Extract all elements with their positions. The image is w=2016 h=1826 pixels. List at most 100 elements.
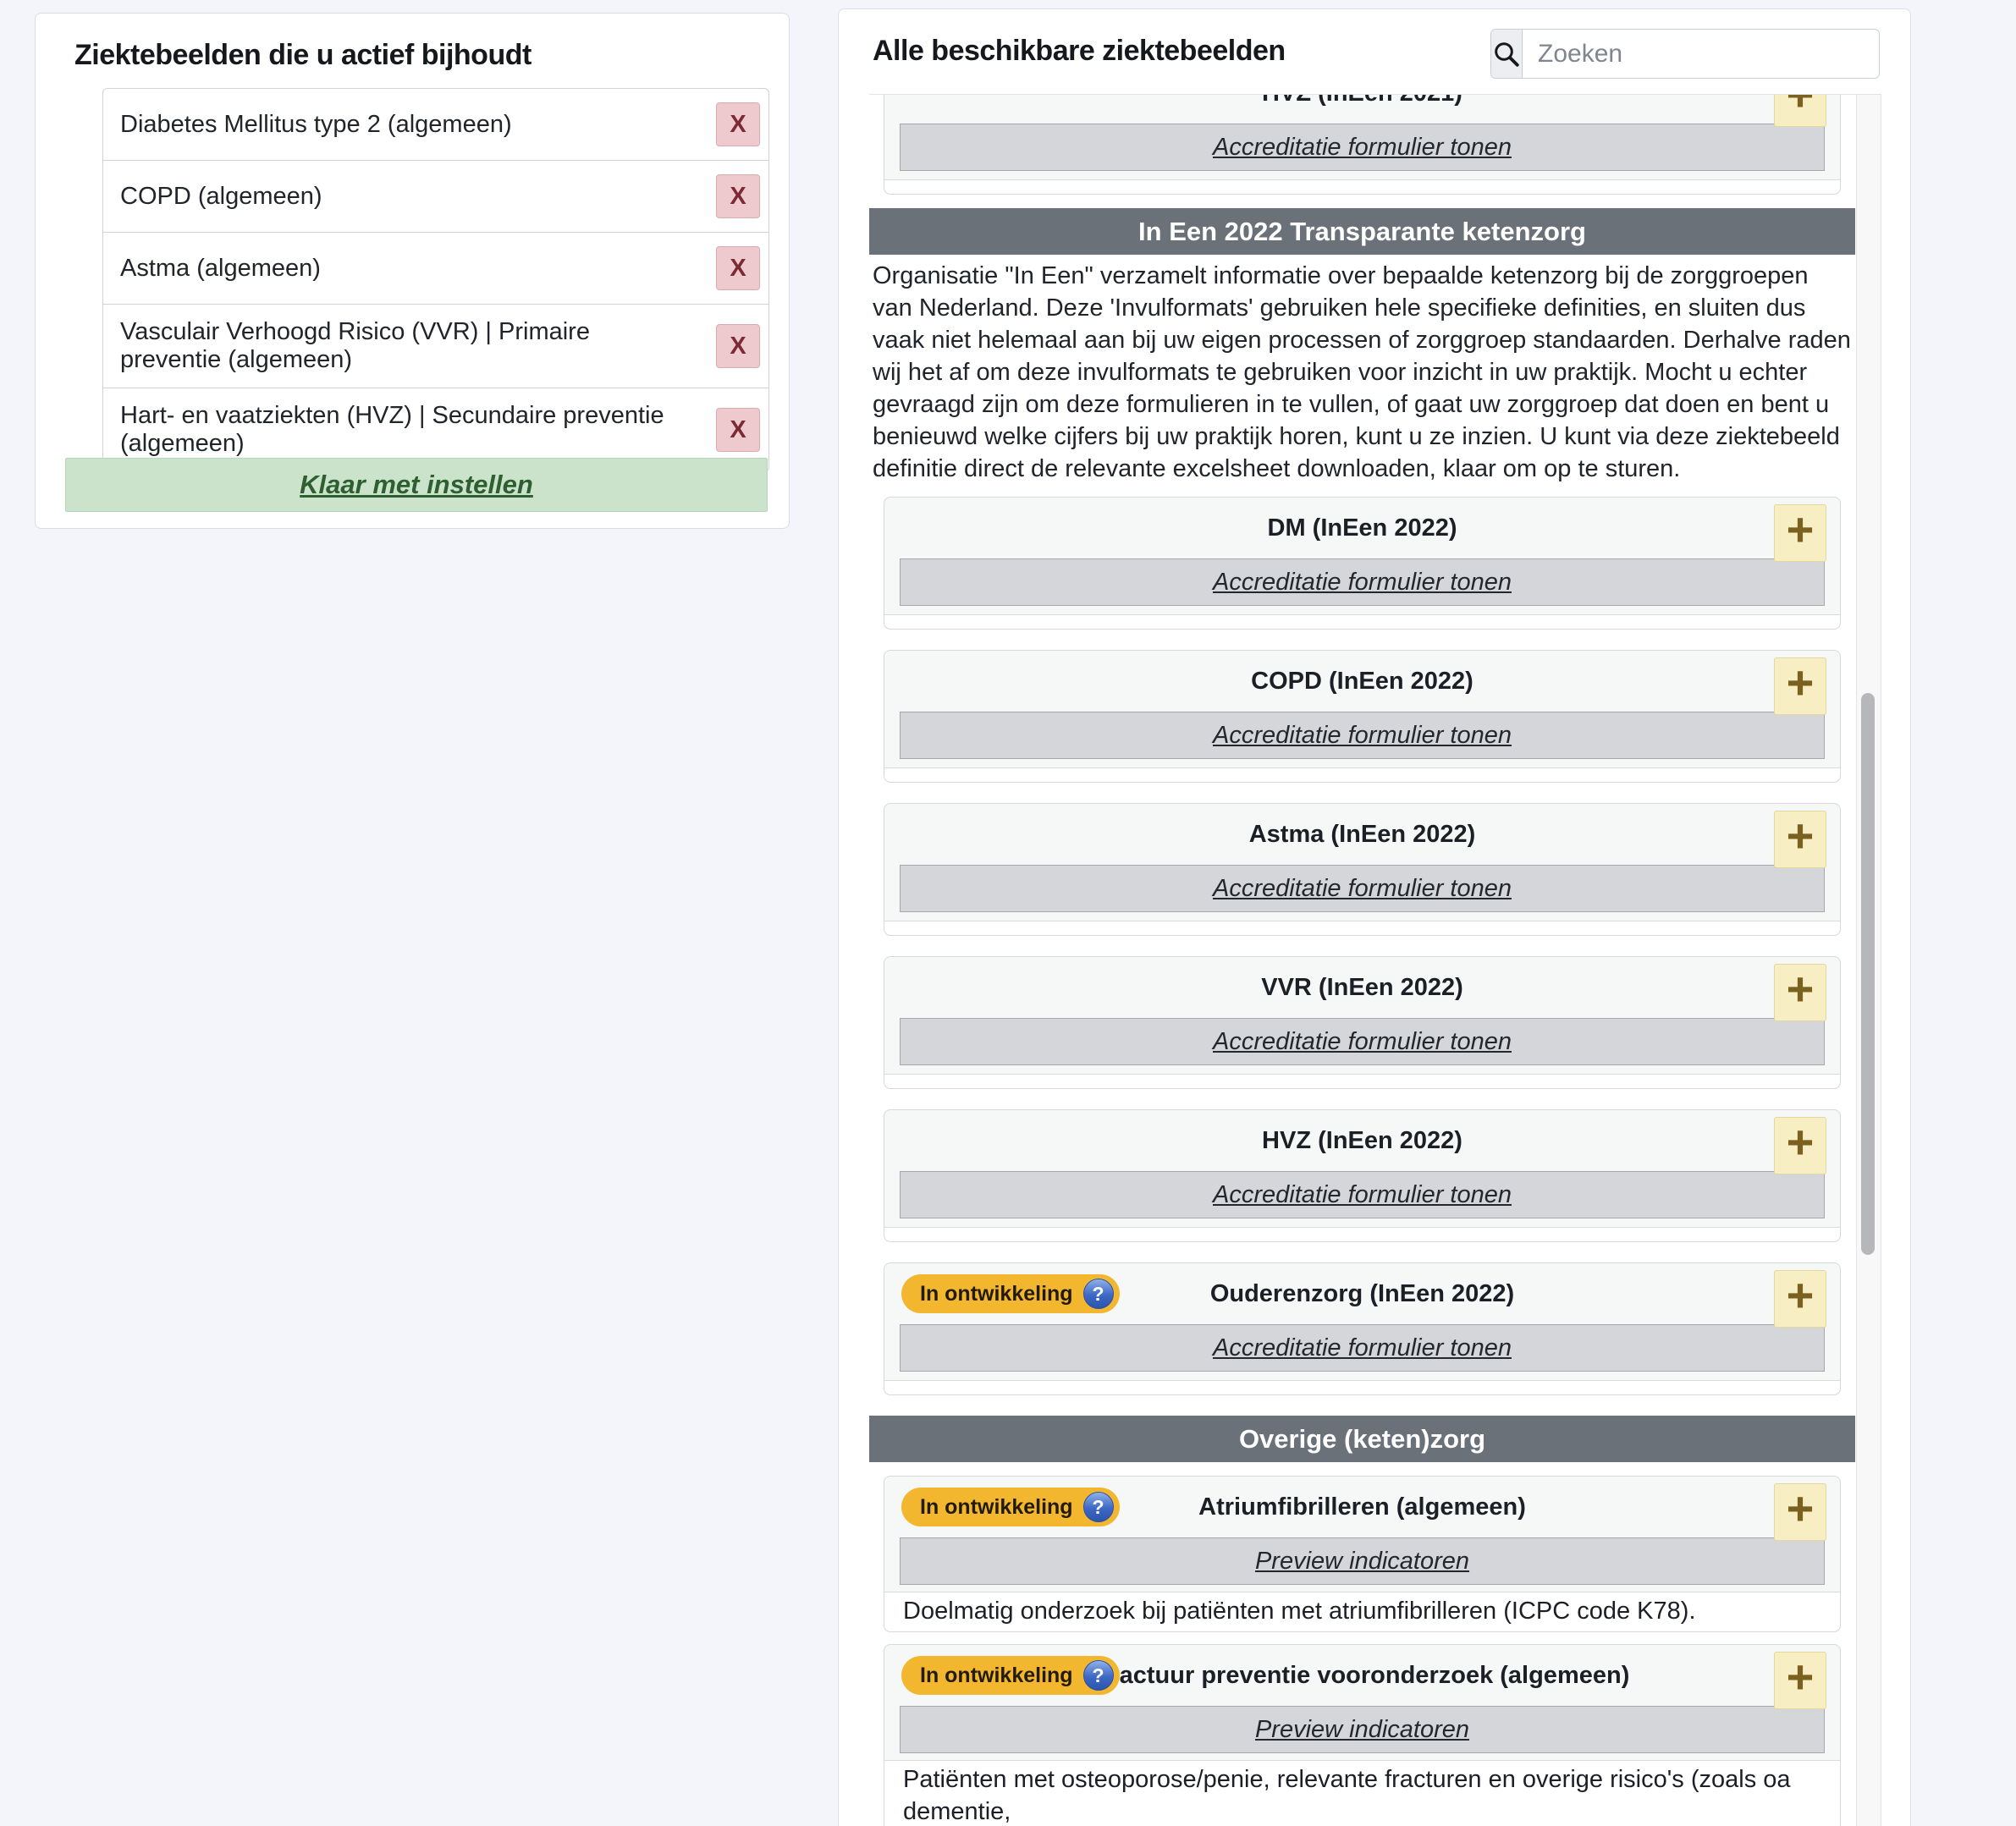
- card-title: HVZ (InEen 2021): [1262, 95, 1462, 107]
- section-header-overige: Overige (keten)zorg: [869, 1416, 1855, 1462]
- disease-scroll-area: HVZ (InEen 2021) + Accreditatie formulie…: [869, 94, 1881, 1826]
- scrollbar-track[interactable]: [1856, 95, 1881, 1826]
- card-hvz-ineen-2022: HVZ (InEen 2022) + Accreditatie formulie…: [884, 1109, 1841, 1242]
- card-header: HVZ (InEen 2022) +: [884, 1110, 1840, 1174]
- badge-label: In ontwikkeling: [920, 1494, 1073, 1519]
- accreditation-bar: Accreditatie formulier tonen: [900, 124, 1825, 171]
- help-icon[interactable]: ?: [1082, 1279, 1114, 1309]
- card-description: Patiënten met osteoporose/penie, relevan…: [884, 1760, 1840, 1826]
- card-footer: [884, 614, 1840, 629]
- card-title: VVR (InEen 2022): [1261, 973, 1463, 1001]
- add-button[interactable]: +: [1774, 1652, 1826, 1709]
- card-header: COPD (InEen 2022) +: [884, 651, 1840, 715]
- disease-label: Diabetes Mellitus type 2 (algemeen): [120, 110, 512, 138]
- remove-button[interactable]: X: [716, 324, 760, 368]
- card-title: Fractuur preventie vooronderzoek (algeme…: [1094, 1661, 1630, 1689]
- accreditation-link[interactable]: Accreditatie formulier tonen: [1213, 1180, 1512, 1208]
- active-diseases-title: Ziektebeelden die u actief bijhoudt: [74, 39, 532, 71]
- preview-bar: Preview indicatoren: [900, 1537, 1825, 1585]
- plus-icon: +: [1786, 1268, 1815, 1322]
- accreditation-bar: Accreditatie formulier tonen: [900, 1171, 1825, 1218]
- add-button[interactable]: +: [1774, 1270, 1826, 1328]
- card-title: HVZ (InEen 2022): [1262, 1126, 1462, 1154]
- card-header: In ontwikkeling ? Fractuur preventie voo…: [884, 1645, 1840, 1709]
- add-button[interactable]: +: [1774, 1117, 1826, 1174]
- list-item: COPD (algemeen) X: [103, 161, 768, 233]
- plus-icon: +: [1786, 503, 1815, 556]
- card-footer: [884, 921, 1840, 935]
- add-button[interactable]: +: [1774, 657, 1826, 715]
- preview-indicators-link[interactable]: Preview indicatoren: [1254, 1715, 1470, 1743]
- accreditation-link[interactable]: Accreditatie formulier tonen: [1213, 874, 1512, 902]
- accreditation-link[interactable]: Accreditatie formulier tonen: [1213, 568, 1512, 596]
- accreditation-bar: Accreditatie formulier tonen: [900, 865, 1825, 912]
- card-footer: [884, 1074, 1840, 1088]
- card-vvr-ineen-2022: VVR (InEen 2022) + Accreditatie formulie…: [884, 956, 1841, 1089]
- accreditation-bar: Accreditatie formulier tonen: [900, 1018, 1825, 1065]
- plus-icon: +: [1786, 1482, 1815, 1535]
- card-header: HVZ (InEen 2021) +: [884, 95, 1840, 127]
- accreditation-link[interactable]: Accreditatie formulier tonen: [1213, 133, 1512, 161]
- accreditation-bar: Accreditatie formulier tonen: [900, 558, 1825, 606]
- help-icon[interactable]: ?: [1082, 1660, 1114, 1691]
- card-header: Astma (InEen 2022) +: [884, 804, 1840, 868]
- add-button[interactable]: +: [1774, 964, 1826, 1021]
- remove-button[interactable]: X: [716, 408, 760, 452]
- badge-label: In ontwikkeling: [920, 1281, 1073, 1306]
- accreditation-bar: Accreditatie formulier tonen: [900, 712, 1825, 759]
- preview-bar: Preview indicatoren: [900, 1706, 1825, 1753]
- active-diseases-panel: Ziektebeelden die u actief bijhoudt Diab…: [35, 13, 790, 529]
- accreditation-bar: Accreditatie formulier tonen: [900, 1324, 1825, 1372]
- list-item: Astma (algemeen) X: [103, 233, 768, 305]
- card-footer: [884, 179, 1840, 194]
- list-item: Diabetes Mellitus type 2 (algemeen) X: [103, 89, 768, 161]
- card-title: Ouderenzorg (InEen 2022): [1209, 1279, 1515, 1307]
- disease-scroll-content: HVZ (InEen 2021) + Accreditatie formulie…: [869, 95, 1855, 1826]
- help-icon[interactable]: ?: [1082, 1492, 1114, 1522]
- card-atriumfibrilleren: In ontwikkeling ? Atriumfibrilleren (alg…: [884, 1476, 1841, 1632]
- accreditation-link[interactable]: Accreditatie formulier tonen: [1213, 1027, 1512, 1055]
- preview-indicators-link[interactable]: Preview indicatoren: [1254, 1547, 1470, 1575]
- card-header: VVR (InEen 2022) +: [884, 957, 1840, 1021]
- section-intro-text: Organisatie "In Een" verzamelt informati…: [873, 262, 1851, 482]
- x-icon: X: [730, 332, 746, 360]
- x-icon: X: [730, 254, 746, 282]
- card-fractuur-preventie: In ontwikkeling ? Fractuur preventie voo…: [884, 1644, 1841, 1826]
- done-settings-button[interactable]: Klaar met instellen: [65, 458, 768, 512]
- add-button[interactable]: +: [1774, 811, 1826, 868]
- card-footer: [884, 767, 1840, 782]
- search-group: [1490, 29, 1880, 79]
- plus-icon: +: [1786, 962, 1815, 1015]
- card-header: In ontwikkeling ? Atriumfibrilleren (alg…: [884, 1477, 1840, 1541]
- card-hvz-ineen-2021: HVZ (InEen 2021) + Accreditatie formulie…: [884, 95, 1841, 195]
- card-copd-ineen-2022: COPD (InEen 2022) + Accreditatie formuli…: [884, 650, 1841, 783]
- plus-icon: +: [1786, 1115, 1815, 1169]
- in-development-badge: In ontwikkeling ?: [901, 1656, 1120, 1695]
- plus-icon: +: [1786, 809, 1815, 862]
- plus-icon: +: [1786, 1650, 1815, 1703]
- x-icon: X: [730, 110, 746, 138]
- accreditation-link[interactable]: Accreditatie formulier tonen: [1213, 721, 1512, 749]
- available-diseases-title: Alle beschikbare ziektebeelden: [873, 35, 1286, 67]
- disease-label: Vasculair Verhoogd Risico (VVR) | Primai…: [120, 318, 590, 373]
- card-description: Doelmatig onderzoek bij patiënten met at…: [884, 1592, 1840, 1631]
- remove-button[interactable]: X: [716, 102, 760, 146]
- active-disease-list: Diabetes Mellitus type 2 (algemeen) X CO…: [102, 88, 769, 472]
- disease-label: Astma (algemeen): [120, 254, 321, 282]
- section-header-ineen-2022: In Een 2022 Transparante ketenzorg: [869, 208, 1855, 255]
- scrollbar-thumb[interactable]: [1861, 693, 1875, 1255]
- card-header: In ontwikkeling ? Ouderenzorg (InEen 202…: [884, 1263, 1840, 1328]
- remove-button[interactable]: X: [716, 246, 760, 290]
- add-button[interactable]: +: [1774, 95, 1826, 127]
- remove-button[interactable]: X: [716, 174, 760, 218]
- add-button[interactable]: +: [1774, 504, 1826, 562]
- card-dm-ineen-2022: DM (InEen 2022) + Accreditatie formulier…: [884, 497, 1841, 630]
- accreditation-link[interactable]: Accreditatie formulier tonen: [1213, 1334, 1512, 1361]
- card-title: Astma (InEen 2022): [1248, 820, 1476, 848]
- search-input[interactable]: [1523, 30, 1879, 78]
- list-item: Hart- en vaatziekten (HVZ) | Secundaire …: [103, 388, 768, 471]
- add-button[interactable]: +: [1774, 1483, 1826, 1541]
- in-development-badge: In ontwikkeling ?: [901, 1274, 1120, 1313]
- available-diseases-panel: Alle beschikbare ziektebeelden HVZ (InEe…: [838, 8, 1911, 1826]
- disease-label: Hart- en vaatziekten (HVZ) | Secundaire …: [120, 402, 664, 457]
